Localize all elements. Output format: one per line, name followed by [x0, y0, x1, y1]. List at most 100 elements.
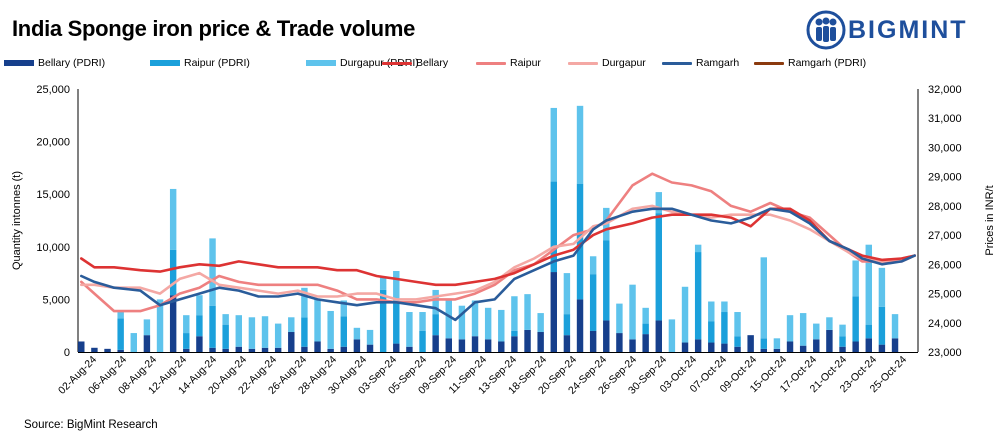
bar-durgapur-pdri	[261, 316, 269, 348]
bar-durgapur-pdri	[642, 307, 649, 324]
bar-durgapur-pdri	[498, 309, 505, 342]
bar-bellary-pdri	[694, 339, 702, 352]
bar-bellary-pdri	[799, 345, 807, 352]
bar-bellary-pdri	[432, 335, 439, 352]
bar-bellary-pdri	[878, 344, 886, 352]
bar-bellary-pdri	[550, 272, 557, 352]
y2-axis-title: Prices in INR/t	[984, 185, 996, 255]
bar-durgapur-pdri	[826, 317, 833, 330]
legend-swatch	[568, 61, 598, 65]
bar-durgapur-pdri	[511, 296, 518, 331]
bar-durgapur-pdri	[799, 313, 807, 346]
bar-durgapur-pdri	[156, 299, 164, 352]
bar-durgapur-pdri	[681, 286, 689, 343]
legend-swatch	[306, 60, 336, 66]
brand-name: BIGMINT	[848, 16, 968, 44]
bar-bellary-pdri	[104, 348, 111, 352]
legend-label: Raipur (PDRI)	[184, 57, 250, 69]
bar-bellary-pdri	[78, 341, 85, 352]
bar-raipur-pdri	[721, 312, 728, 344]
bar-raipur-pdri	[878, 306, 886, 345]
bar-durgapur-pdri	[878, 267, 886, 307]
bar-bellary-pdri	[288, 332, 295, 352]
y2-tick-label: 27,000	[928, 230, 962, 242]
bar-raipur-pdri	[301, 317, 308, 347]
bar-raipur-pdri	[222, 324, 229, 349]
y2-tick-label: 25,000	[928, 289, 962, 301]
bar-bellary-pdri	[91, 347, 98, 352]
bar-raipur-pdri	[340, 316, 347, 347]
legend-swatch	[754, 61, 784, 65]
bar-raipur-pdri	[642, 323, 649, 335]
bar-bellary-pdri	[498, 341, 505, 352]
bar-durgapur-pdri	[117, 310, 124, 319]
bar-bellary-pdri	[143, 335, 151, 352]
y-tick-label: 0	[64, 347, 70, 359]
bar-durgapur-pdri	[629, 284, 636, 340]
bar-bellary-pdri	[642, 334, 649, 352]
bar-durgapur-pdri	[589, 256, 597, 275]
legend-swatch	[382, 61, 412, 65]
legend-item-ramgarh-pdri: Ramgarh (PDRI)	[754, 57, 866, 69]
bar-raipur-pdri	[576, 183, 584, 300]
bar-raipur-pdri	[183, 333, 190, 349]
bar-raipur-pdri	[852, 296, 859, 342]
bar-durgapur-pdri	[786, 315, 794, 342]
bar-durgapur-pdri	[419, 312, 426, 331]
legend-label: Bellary	[416, 57, 449, 69]
bar-bellary-pdri	[629, 339, 636, 352]
bar-bellary-pdri	[353, 339, 361, 352]
bar-durgapur-pdri	[734, 312, 741, 337]
legend-label: Ramgarh	[696, 57, 740, 69]
bar-durgapur-pdri	[445, 299, 452, 339]
bar-durgapur-pdri	[891, 314, 899, 339]
bar-raipur-pdri	[379, 289, 387, 352]
bar-durgapur-pdri	[813, 323, 820, 340]
bar-bellary-pdri	[209, 347, 216, 352]
bar-durgapur-pdri	[655, 192, 662, 214]
bar-bellary-pdri	[248, 348, 256, 352]
bar-bellary-pdri	[537, 332, 544, 352]
bar-bellary-pdri	[734, 346, 741, 352]
bar-durgapur-pdri	[773, 338, 781, 349]
bar-bellary-pdri	[274, 347, 282, 352]
bar-bellary-pdri	[327, 348, 334, 352]
bar-durgapur-pdri	[760, 257, 767, 339]
bar-raipur-pdri	[694, 252, 702, 340]
bar-bellary-pdri	[589, 330, 597, 352]
y-tick-label: 15,000	[36, 189, 70, 201]
bar-bellary-pdri	[655, 320, 662, 352]
bar-durgapur-pdri	[222, 314, 229, 325]
bar-durgapur-pdri	[694, 244, 702, 253]
y2-tick-label: 31,000	[928, 113, 962, 125]
legend-item-bellary: Bellary	[382, 57, 448, 69]
bar-bellary-pdri	[865, 338, 872, 352]
bar-durgapur-pdri	[353, 327, 361, 340]
line-ramgarh	[80, 207, 916, 322]
legend-swatch	[150, 60, 180, 66]
bigmint-logo: BIGMINT	[806, 10, 996, 50]
y-tick-label: 20,000	[36, 137, 70, 149]
bar-bellary-pdri	[393, 343, 400, 352]
bar-bellary-pdri	[340, 346, 347, 352]
bar-bellary-pdri	[406, 346, 413, 352]
bar-bellary-pdri	[721, 343, 728, 352]
legend-label: Durgapur (PDRI)	[340, 57, 419, 69]
bar-durgapur-pdri	[484, 307, 492, 340]
bar-bellary-pdri	[813, 339, 820, 352]
bar-durgapur-pdri	[616, 303, 623, 334]
bar-bellary-pdri	[169, 295, 177, 352]
bar-raipur-pdri	[655, 213, 662, 321]
bar-raipur-pdri	[760, 338, 767, 349]
legend-item-durgapur-pdri: Durgapur (PDRI)	[306, 57, 419, 69]
bar-bellary-pdri	[511, 336, 518, 352]
bar-durgapur-pdri	[432, 289, 439, 315]
bar-bellary-pdri	[839, 346, 846, 352]
bar-durgapur-pdri	[327, 310, 334, 349]
bar-bellary-pdri	[366, 344, 374, 352]
bar-bellary-pdri	[891, 338, 899, 352]
bar-bellary-pdri	[576, 299, 584, 352]
bar-durgapur-pdri	[248, 317, 256, 349]
y-tick-label: 10,000	[36, 242, 70, 254]
y2-tick-label: 26,000	[928, 259, 962, 271]
